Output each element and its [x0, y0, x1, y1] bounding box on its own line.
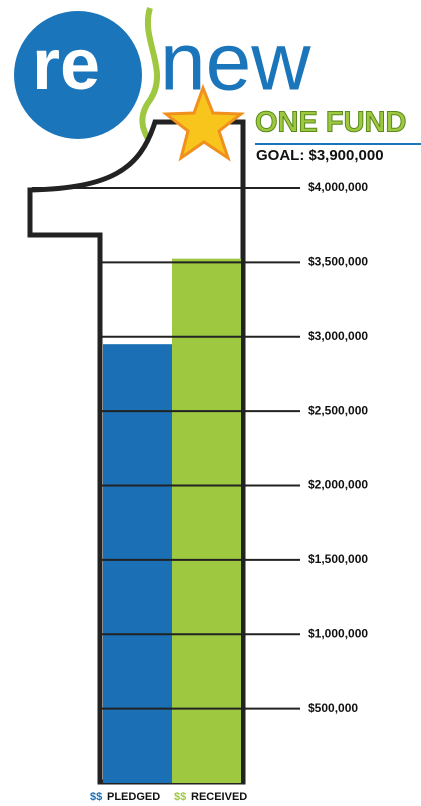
y-tick-label: $2,500,000 [308, 403, 368, 417]
logo-swoosh [139, 7, 161, 152]
bar [172, 258, 241, 783]
legend-marker: $$ [174, 791, 186, 803]
y-tick-label: $1,000,000 [308, 626, 368, 640]
star [161, 83, 246, 162]
y-tick-label: $1,500,000 [308, 552, 368, 566]
y-tick-label: $3,500,000 [308, 255, 368, 269]
y-tick-label: $2,000,000 [308, 478, 368, 492]
logo-left: re [32, 25, 100, 105]
y-tick-label: $500,000 [308, 701, 358, 715]
bar [103, 344, 172, 783]
y-tick-label: $4,000,000 [308, 180, 368, 194]
plot [32, 187, 300, 783]
legend-label: RECEIVED [191, 791, 247, 803]
logo-circle [14, 11, 142, 139]
y-tick-label: $3,000,000 [308, 329, 368, 343]
logo-right: new [160, 17, 311, 108]
legend-marker: $$ [90, 791, 102, 803]
legend-label: PLEDGED [107, 791, 160, 803]
chart-title: ONE FUND [255, 107, 406, 139]
goal-label: GOAL: $3,900,000 [256, 147, 384, 164]
